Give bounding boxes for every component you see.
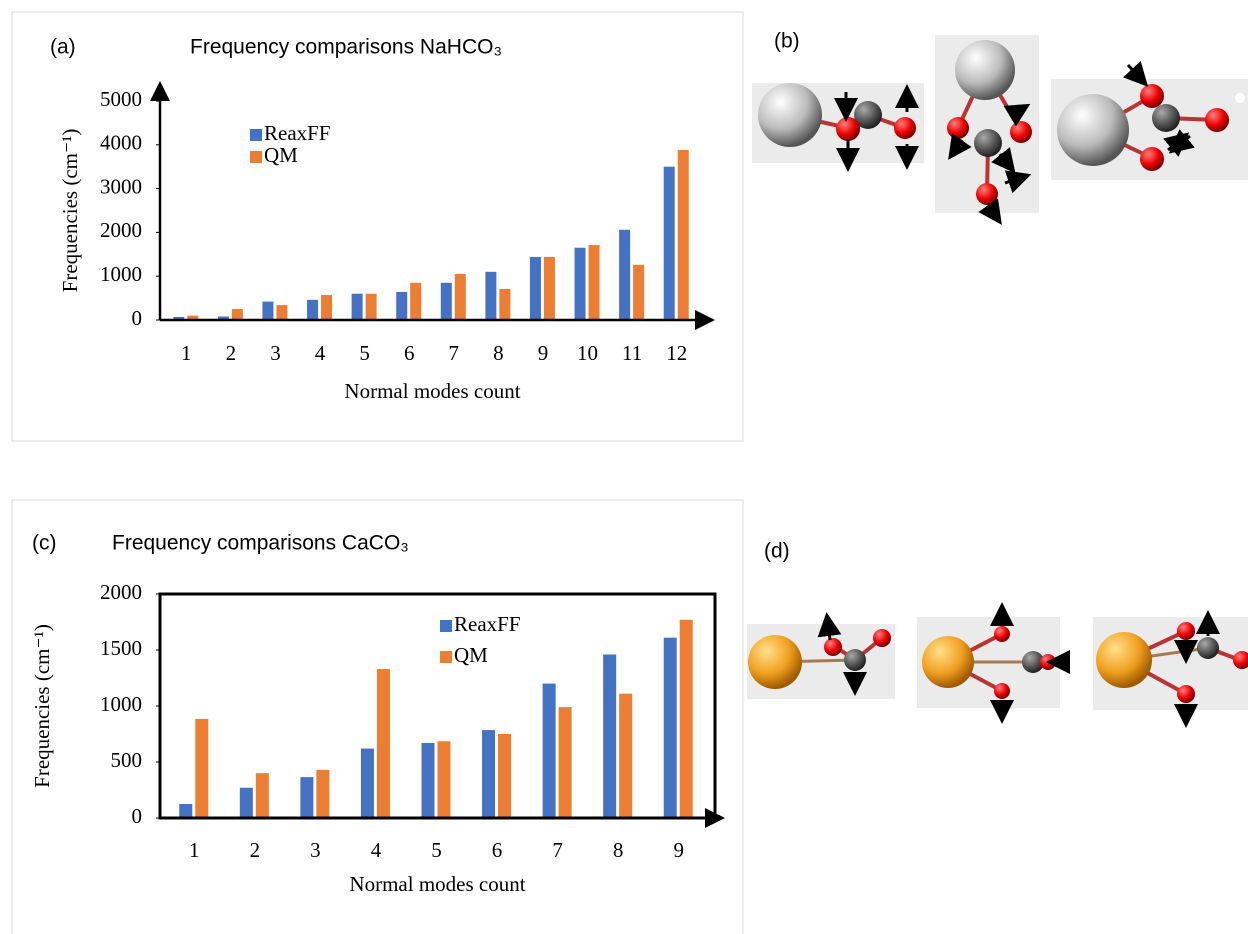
y-tick-label: 3000: [100, 174, 142, 198]
y-tick-label: 1000: [100, 692, 142, 716]
bar: [195, 718, 209, 818]
x-tick-label: 11: [622, 341, 642, 365]
panel-frame: [11, 499, 744, 934]
bar: [679, 619, 693, 818]
bar: [633, 264, 645, 320]
bar: [255, 773, 269, 818]
legend-label: ReaxFF: [264, 121, 331, 145]
bar: [396, 291, 408, 320]
y-tick-label: 2000: [100, 218, 142, 242]
legend-swatch: [440, 620, 452, 632]
bar: [498, 734, 512, 818]
legend-label: ReaxFF: [454, 612, 521, 636]
bar: [262, 301, 274, 320]
y-tick-label: 0: [132, 306, 143, 330]
bar: [410, 282, 422, 320]
x-tick-label: 3: [310, 838, 321, 862]
panel-label: (a): [50, 36, 76, 59]
legend-swatch: [250, 129, 262, 141]
bar: [187, 315, 199, 320]
bar: [421, 742, 435, 818]
bar: [276, 305, 288, 320]
bar: [588, 245, 600, 320]
bar: [307, 299, 319, 320]
bar: [603, 654, 617, 818]
x-tick-label: 10: [577, 341, 598, 365]
x-tick-label: 9: [673, 838, 684, 862]
bar: [485, 271, 497, 320]
x-tick-label: 3: [270, 341, 281, 365]
y-axis-title: Frequencies (cm⁻¹): [30, 624, 54, 788]
bar: [529, 256, 541, 320]
x-tick-label: 7: [449, 341, 460, 365]
bar: [316, 769, 330, 818]
bar: [677, 150, 689, 320]
chart-title: Frequency comparisons CaCO₃: [112, 532, 409, 555]
y-tick-label: 500: [111, 748, 143, 772]
bar: [365, 293, 377, 320]
bar: [217, 316, 229, 320]
x-axis-title: Normal modes count: [349, 872, 525, 896]
legend-label: QM: [264, 143, 298, 167]
y-tick-label: 1000: [100, 262, 142, 286]
chart-title: Frequency comparisons NaHCO₃: [190, 36, 502, 59]
bar: [179, 804, 193, 818]
legend-swatch: [440, 651, 452, 663]
x-tick-label: 9: [538, 341, 549, 365]
x-tick-label: 4: [315, 341, 326, 365]
x-tick-label: 8: [613, 838, 624, 862]
bar: [542, 683, 556, 818]
bar: [482, 730, 496, 818]
bar: [619, 693, 633, 818]
y-tick-label: 2000: [100, 580, 142, 604]
bar: [663, 637, 677, 818]
panel-label: (d): [764, 540, 790, 563]
bar: [619, 229, 631, 320]
bar: [663, 166, 675, 320]
x-tick-label: 8: [493, 341, 504, 365]
bar: [360, 748, 374, 818]
bar: [558, 707, 572, 818]
x-tick-label: 2: [250, 838, 261, 862]
x-tick-label: 5: [359, 341, 370, 365]
bar: [440, 282, 452, 320]
bar: [437, 741, 451, 818]
panel-frame: [11, 11, 744, 442]
legend-swatch: [250, 151, 262, 163]
legend-label: QM: [454, 643, 488, 667]
bar: [321, 295, 333, 320]
y-tick-label: 1500: [100, 636, 142, 660]
bar: [300, 777, 314, 818]
y-tick-label: 5000: [100, 87, 142, 111]
bar: [231, 309, 243, 320]
panel-label: (b): [774, 30, 800, 53]
x-tick-label: 1: [181, 341, 192, 365]
y-tick-label: 4000: [100, 131, 142, 155]
bar: [351, 293, 363, 320]
bar: [454, 274, 466, 320]
x-tick-label: 6: [492, 838, 503, 862]
y-tick-label: 0: [132, 804, 143, 828]
bar: [239, 787, 253, 818]
x-tick-label: 6: [404, 341, 415, 365]
x-tick-label: 12: [666, 341, 687, 365]
bar: [574, 247, 586, 320]
bar: [543, 256, 555, 320]
y-axis-title: Frequencies (cm⁻¹): [58, 129, 82, 293]
x-axis-title: Normal modes count: [344, 379, 520, 403]
bar: [376, 669, 390, 818]
panel-label: (c): [32, 532, 57, 555]
x-tick-label: 2: [226, 341, 237, 365]
bar: [499, 288, 511, 320]
molecule-images: [747, 35, 1248, 728]
x-tick-label: 1: [189, 838, 200, 862]
x-tick-label: 4: [371, 838, 382, 862]
x-tick-label: 5: [431, 838, 442, 862]
bar: [173, 316, 185, 320]
x-tick-label: 7: [552, 838, 563, 862]
